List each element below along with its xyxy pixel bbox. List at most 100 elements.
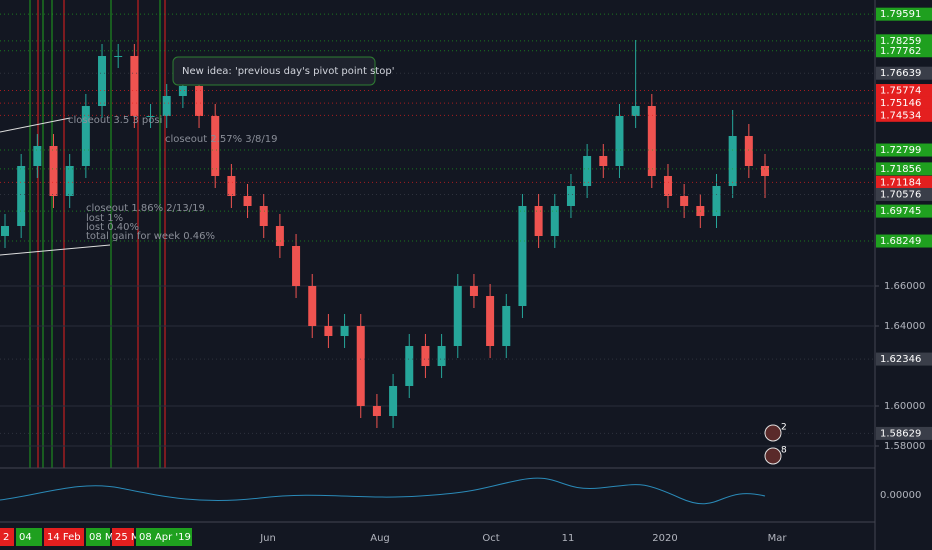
price-tag: 1.77762: [876, 44, 932, 58]
price-tag-box: [876, 7, 932, 21]
x-axis-label: 2020: [652, 533, 677, 544]
candle-body: [146, 116, 155, 117]
price-tag: 1.76639: [876, 66, 932, 80]
candle-body: [130, 56, 139, 116]
x-axis-label: Mar: [768, 533, 788, 544]
annotation: lost 0.40%: [86, 222, 139, 233]
price-tag-box: [876, 44, 932, 58]
price-tag: 1.72799: [876, 143, 932, 157]
candle-body: [502, 306, 511, 346]
date-tag-label: 04: [19, 532, 32, 543]
y-tick-label: 1.58000: [884, 441, 925, 452]
price-tag-label: 1.71184: [880, 177, 921, 188]
candle-body: [211, 116, 220, 176]
badge[interactable]: [764, 424, 782, 442]
oscillator: [0, 477, 766, 505]
candle-body: [712, 186, 721, 216]
date-tag-box: [112, 528, 134, 546]
price-tag-box: [876, 34, 932, 48]
price-tag: 1.58629: [876, 426, 932, 440]
x-axis-label: Aug: [370, 533, 390, 544]
candle-body: [372, 406, 381, 416]
candle-body: [389, 386, 398, 416]
candle-body: [534, 206, 543, 236]
price-tag: 1.62346: [876, 352, 932, 366]
date-tag-label: 14 Feb: [47, 532, 81, 543]
candle-body: [275, 226, 284, 246]
annotation: closeout 3.5 3 posi: [68, 115, 162, 126]
oscillator-label: 0.00000: [880, 490, 921, 501]
date-tag-box: [86, 528, 110, 546]
price-tag-label: 1.70576: [880, 189, 921, 200]
price-tag-label: 1.78259: [880, 36, 921, 47]
price-tag: 1.71184: [876, 175, 932, 189]
y-tick-label: 1.60000: [884, 401, 925, 412]
price-tag-box: [876, 84, 932, 98]
candle-body: [599, 156, 608, 166]
candle-body: [308, 286, 317, 326]
candle-body: [243, 196, 252, 206]
price-tag-label: 1.68249: [880, 236, 921, 247]
y-tick-label: 1.66000: [884, 281, 925, 292]
badge-count[interactable]: 8: [781, 446, 787, 456]
price-tag: 1.70576: [876, 187, 932, 201]
price-tag-label: 1.77762: [880, 46, 921, 57]
candle-body: [49, 146, 58, 196]
candle-body: [437, 346, 446, 366]
price-tag-label: 1.69745: [880, 206, 921, 217]
candle-body: [340, 326, 349, 336]
idea-text: New idea: 'previous day's pivot point st…: [182, 66, 394, 77]
candle-body: [65, 166, 74, 196]
candle-body: [566, 186, 575, 206]
y-tick-label: 1.64000: [884, 321, 925, 332]
candle-body: [680, 196, 689, 206]
price-tag-label: 1.75146: [880, 98, 921, 109]
price-tag-box: [876, 204, 932, 218]
candle-body: [486, 296, 495, 346]
price-tag-label: 1.76639: [880, 68, 921, 79]
price-tag: 1.69745: [876, 204, 932, 218]
price-tag: 1.79591: [876, 7, 932, 21]
price-tag-box: [876, 96, 932, 110]
date-tag-box: [0, 528, 14, 546]
date-tag-label: 25 M: [115, 532, 140, 543]
badge[interactable]: [764, 447, 782, 465]
candle-body: [17, 166, 26, 226]
price-tag-box: [876, 162, 932, 176]
candle-body: [114, 56, 123, 57]
badge-count[interactable]: 2: [781, 423, 787, 433]
price-tag-box: [876, 426, 932, 440]
candle-body: [761, 166, 769, 176]
date-tag-label: 08 Apr '19: [139, 532, 191, 543]
date-tag-label: 2: [3, 532, 9, 543]
candle-body: [550, 206, 559, 236]
date-tag-box: [136, 528, 192, 546]
candle-body: [728, 136, 737, 186]
x-axis-label: Jun: [259, 533, 276, 544]
price-tag-box: [876, 352, 932, 366]
candle-body: [647, 106, 656, 176]
price-tag-box: [876, 234, 932, 248]
price-tag-box: [876, 108, 932, 122]
price-tag-label: 1.62346: [880, 354, 921, 365]
candle-body: [227, 176, 236, 196]
price-tag-label: 1.75774: [880, 86, 921, 97]
price-tag-label: 1.58629: [880, 428, 921, 439]
price-tag-box: [876, 66, 932, 80]
candle-body: [405, 346, 414, 386]
candle-body: [744, 136, 753, 166]
x-axis-label: Oct: [482, 533, 499, 544]
trend-line: [0, 244, 111, 256]
candle-body: [292, 246, 301, 286]
price-tag: 1.75146: [876, 96, 932, 110]
date-tag-label: 08 M: [89, 532, 114, 543]
candle-body: [1, 226, 9, 236]
price-tag-box: [876, 143, 932, 157]
price-tag: 1.71856: [876, 162, 932, 176]
trend-line: [0, 117, 71, 133]
candle-body: [583, 156, 592, 186]
price-tag: 1.74534: [876, 108, 932, 122]
annotation: closeout 2.57% 3/8/19: [165, 134, 277, 145]
candle-body: [631, 106, 640, 116]
